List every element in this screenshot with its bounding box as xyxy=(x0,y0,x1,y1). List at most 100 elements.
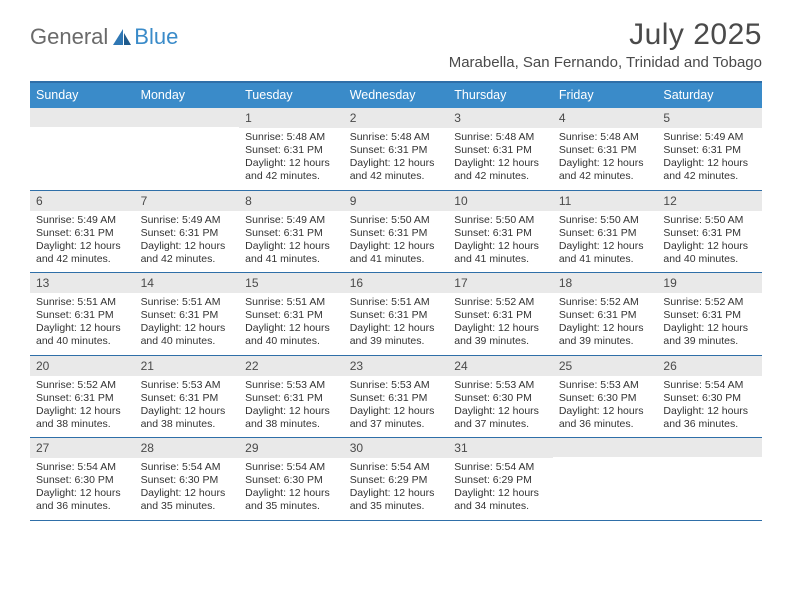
day-number: 14 xyxy=(135,273,240,293)
page-subtitle: Marabella, San Fernando, Trinidad and To… xyxy=(449,54,762,71)
day-body: Sunrise: 5:54 AMSunset: 6:30 PMDaylight:… xyxy=(239,458,344,520)
day-body: Sunrise: 5:48 AMSunset: 6:31 PMDaylight:… xyxy=(448,128,553,190)
day-body: Sunrise: 5:48 AMSunset: 6:31 PMDaylight:… xyxy=(239,128,344,190)
day-number: 1 xyxy=(239,108,344,128)
day-body: Sunrise: 5:52 AMSunset: 6:31 PMDaylight:… xyxy=(657,293,762,355)
day-number xyxy=(657,438,762,457)
day-header-cell: Friday xyxy=(553,83,658,108)
day-body xyxy=(135,127,240,185)
day-cell: 6Sunrise: 5:49 AMSunset: 6:31 PMDaylight… xyxy=(30,191,135,273)
brand-logo: General Blue xyxy=(30,18,178,50)
day-cell: 19Sunrise: 5:52 AMSunset: 6:31 PMDayligh… xyxy=(657,273,762,355)
day-body xyxy=(657,457,762,515)
day-cell: 23Sunrise: 5:53 AMSunset: 6:31 PMDayligh… xyxy=(344,356,449,438)
day-cell: 9Sunrise: 5:50 AMSunset: 6:31 PMDaylight… xyxy=(344,191,449,273)
day-cell: 8Sunrise: 5:49 AMSunset: 6:31 PMDaylight… xyxy=(239,191,344,273)
day-header-row: SundayMondayTuesdayWednesdayThursdayFrid… xyxy=(30,83,762,108)
day-body: Sunrise: 5:49 AMSunset: 6:31 PMDaylight:… xyxy=(30,211,135,273)
day-cell: 18Sunrise: 5:52 AMSunset: 6:31 PMDayligh… xyxy=(553,273,658,355)
day-cell: 14Sunrise: 5:51 AMSunset: 6:31 PMDayligh… xyxy=(135,273,240,355)
empty-cell xyxy=(30,108,135,190)
day-cell: 1Sunrise: 5:48 AMSunset: 6:31 PMDaylight… xyxy=(239,108,344,190)
brand-word-1: General xyxy=(30,24,108,50)
week-row: 13Sunrise: 5:51 AMSunset: 6:31 PMDayligh… xyxy=(30,273,762,356)
day-number: 10 xyxy=(448,191,553,211)
day-body: Sunrise: 5:54 AMSunset: 6:30 PMDaylight:… xyxy=(135,458,240,520)
day-body: Sunrise: 5:54 AMSunset: 6:30 PMDaylight:… xyxy=(30,458,135,520)
day-cell: 17Sunrise: 5:52 AMSunset: 6:31 PMDayligh… xyxy=(448,273,553,355)
week-row: 1Sunrise: 5:48 AMSunset: 6:31 PMDaylight… xyxy=(30,108,762,191)
header-row: General Blue July 2025 Marabella, San Fe… xyxy=(30,18,762,71)
week-row: 27Sunrise: 5:54 AMSunset: 6:30 PMDayligh… xyxy=(30,438,762,521)
day-cell: 2Sunrise: 5:48 AMSunset: 6:31 PMDaylight… xyxy=(344,108,449,190)
day-number: 7 xyxy=(135,191,240,211)
day-body: Sunrise: 5:54 AMSunset: 6:30 PMDaylight:… xyxy=(657,376,762,438)
day-cell: 5Sunrise: 5:49 AMSunset: 6:31 PMDaylight… xyxy=(657,108,762,190)
day-body: Sunrise: 5:50 AMSunset: 6:31 PMDaylight:… xyxy=(657,211,762,273)
day-body: Sunrise: 5:51 AMSunset: 6:31 PMDaylight:… xyxy=(135,293,240,355)
day-number xyxy=(30,108,135,127)
empty-cell xyxy=(135,108,240,190)
day-number: 16 xyxy=(344,273,449,293)
day-body: Sunrise: 5:53 AMSunset: 6:30 PMDaylight:… xyxy=(448,376,553,438)
day-cell: 3Sunrise: 5:48 AMSunset: 6:31 PMDaylight… xyxy=(448,108,553,190)
day-number: 26 xyxy=(657,356,762,376)
day-body: Sunrise: 5:51 AMSunset: 6:31 PMDaylight:… xyxy=(344,293,449,355)
day-body: Sunrise: 5:50 AMSunset: 6:31 PMDaylight:… xyxy=(344,211,449,273)
day-body: Sunrise: 5:48 AMSunset: 6:31 PMDaylight:… xyxy=(553,128,658,190)
day-header-cell: Thursday xyxy=(448,83,553,108)
day-body: Sunrise: 5:50 AMSunset: 6:31 PMDaylight:… xyxy=(553,211,658,273)
day-number xyxy=(553,438,658,457)
day-number: 15 xyxy=(239,273,344,293)
empty-cell xyxy=(657,438,762,520)
day-cell: 4Sunrise: 5:48 AMSunset: 6:31 PMDaylight… xyxy=(553,108,658,190)
day-cell: 27Sunrise: 5:54 AMSunset: 6:30 PMDayligh… xyxy=(30,438,135,520)
day-cell: 24Sunrise: 5:53 AMSunset: 6:30 PMDayligh… xyxy=(448,356,553,438)
brand-word-2: Blue xyxy=(134,24,178,50)
day-number: 21 xyxy=(135,356,240,376)
day-number xyxy=(135,108,240,127)
day-number: 5 xyxy=(657,108,762,128)
day-header-cell: Sunday xyxy=(30,83,135,108)
title-block: July 2025 Marabella, San Fernando, Trini… xyxy=(449,18,762,71)
day-body: Sunrise: 5:51 AMSunset: 6:31 PMDaylight:… xyxy=(30,293,135,355)
day-number: 22 xyxy=(239,356,344,376)
day-number: 12 xyxy=(657,191,762,211)
day-number: 8 xyxy=(239,191,344,211)
day-cell: 25Sunrise: 5:53 AMSunset: 6:30 PMDayligh… xyxy=(553,356,658,438)
day-body: Sunrise: 5:54 AMSunset: 6:29 PMDaylight:… xyxy=(344,458,449,520)
day-body: Sunrise: 5:52 AMSunset: 6:31 PMDaylight:… xyxy=(448,293,553,355)
day-cell: 15Sunrise: 5:51 AMSunset: 6:31 PMDayligh… xyxy=(239,273,344,355)
day-number: 18 xyxy=(553,273,658,293)
day-number: 25 xyxy=(553,356,658,376)
day-cell: 11Sunrise: 5:50 AMSunset: 6:31 PMDayligh… xyxy=(553,191,658,273)
day-body: Sunrise: 5:49 AMSunset: 6:31 PMDaylight:… xyxy=(135,211,240,273)
day-cell: 7Sunrise: 5:49 AMSunset: 6:31 PMDaylight… xyxy=(135,191,240,273)
day-body: Sunrise: 5:53 AMSunset: 6:30 PMDaylight:… xyxy=(553,376,658,438)
day-number: 6 xyxy=(30,191,135,211)
week-row: 20Sunrise: 5:52 AMSunset: 6:31 PMDayligh… xyxy=(30,356,762,439)
day-cell: 12Sunrise: 5:50 AMSunset: 6:31 PMDayligh… xyxy=(657,191,762,273)
day-cell: 21Sunrise: 5:53 AMSunset: 6:31 PMDayligh… xyxy=(135,356,240,438)
page-title: July 2025 xyxy=(449,18,762,52)
day-body: Sunrise: 5:53 AMSunset: 6:31 PMDaylight:… xyxy=(135,376,240,438)
day-number: 4 xyxy=(553,108,658,128)
calendar-grid: SundayMondayTuesdayWednesdayThursdayFrid… xyxy=(30,81,762,521)
sail-icon xyxy=(110,27,132,47)
day-body: Sunrise: 5:54 AMSunset: 6:29 PMDaylight:… xyxy=(448,458,553,520)
day-number: 3 xyxy=(448,108,553,128)
day-number: 13 xyxy=(30,273,135,293)
day-cell: 20Sunrise: 5:52 AMSunset: 6:31 PMDayligh… xyxy=(30,356,135,438)
day-body: Sunrise: 5:51 AMSunset: 6:31 PMDaylight:… xyxy=(239,293,344,355)
day-cell: 22Sunrise: 5:53 AMSunset: 6:31 PMDayligh… xyxy=(239,356,344,438)
day-cell: 10Sunrise: 5:50 AMSunset: 6:31 PMDayligh… xyxy=(448,191,553,273)
day-number: 29 xyxy=(239,438,344,458)
day-body: Sunrise: 5:52 AMSunset: 6:31 PMDaylight:… xyxy=(30,376,135,438)
day-cell: 28Sunrise: 5:54 AMSunset: 6:30 PMDayligh… xyxy=(135,438,240,520)
day-cell: 16Sunrise: 5:51 AMSunset: 6:31 PMDayligh… xyxy=(344,273,449,355)
day-body: Sunrise: 5:49 AMSunset: 6:31 PMDaylight:… xyxy=(239,211,344,273)
day-header-cell: Tuesday xyxy=(239,83,344,108)
day-number: 27 xyxy=(30,438,135,458)
day-number: 9 xyxy=(344,191,449,211)
day-number: 20 xyxy=(30,356,135,376)
